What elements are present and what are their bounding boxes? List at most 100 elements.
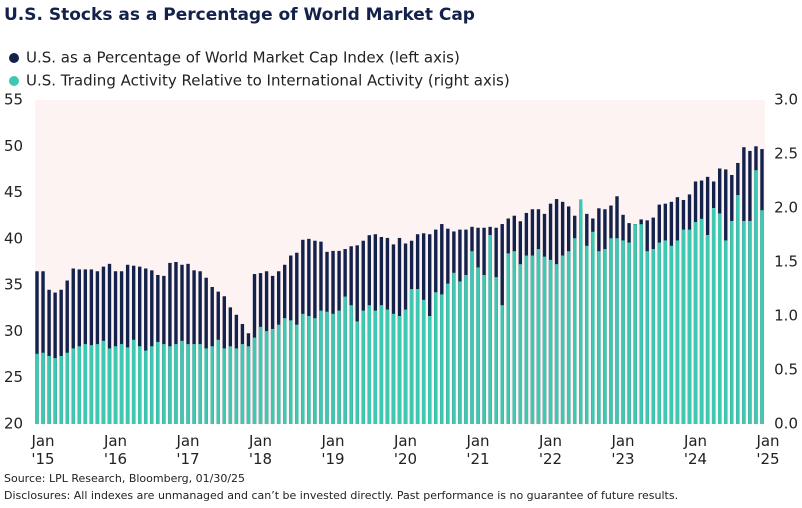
y-tick-label: 30 bbox=[4, 322, 23, 340]
bar bbox=[41, 352, 45, 424]
bar bbox=[283, 318, 287, 424]
x-tick-label: Jan '15 bbox=[31, 432, 55, 468]
x-tick-label: Jan '22 bbox=[538, 432, 563, 468]
bar bbox=[500, 305, 504, 424]
bar bbox=[440, 294, 444, 424]
bar bbox=[657, 242, 661, 424]
bar bbox=[216, 339, 220, 424]
bar bbox=[192, 344, 196, 424]
bar bbox=[585, 245, 589, 424]
bar bbox=[210, 346, 214, 424]
bar bbox=[113, 346, 118, 424]
bar bbox=[693, 222, 698, 424]
bar bbox=[228, 346, 233, 424]
bar bbox=[379, 305, 384, 424]
bar bbox=[180, 340, 184, 424]
bar bbox=[319, 310, 323, 424]
bar bbox=[289, 320, 293, 424]
bar bbox=[718, 213, 722, 424]
bar bbox=[597, 251, 601, 424]
bar bbox=[675, 240, 680, 424]
bar bbox=[131, 339, 136, 424]
bar bbox=[476, 267, 480, 424]
bar bbox=[669, 245, 674, 424]
bar bbox=[699, 218, 704, 424]
bar bbox=[125, 347, 130, 424]
bar bbox=[325, 311, 329, 424]
y2-tick-label: 0.0 bbox=[774, 415, 798, 433]
bar bbox=[530, 255, 535, 424]
bar bbox=[246, 346, 251, 424]
x-tick-label: Jan '16 bbox=[103, 432, 128, 468]
bar bbox=[506, 253, 510, 424]
bar bbox=[639, 224, 643, 424]
bar bbox=[458, 281, 462, 424]
bar bbox=[252, 337, 257, 424]
bar bbox=[41, 271, 45, 424]
bar bbox=[621, 240, 625, 424]
bar bbox=[548, 259, 553, 424]
bar bbox=[397, 316, 402, 424]
bar bbox=[663, 240, 668, 424]
bar bbox=[53, 358, 57, 424]
bar bbox=[107, 263, 112, 424]
y-tick-label: 35 bbox=[4, 276, 23, 294]
legend-label: U.S. as a Percentage of World Market Cap… bbox=[26, 49, 460, 67]
bar bbox=[35, 271, 39, 424]
bar bbox=[518, 264, 523, 424]
bar bbox=[35, 353, 39, 424]
bar bbox=[730, 220, 734, 424]
bar bbox=[403, 309, 408, 424]
y-tick-label: 20 bbox=[4, 415, 23, 433]
bar bbox=[107, 348, 112, 424]
bar bbox=[138, 266, 142, 424]
bar bbox=[355, 321, 359, 424]
bar bbox=[174, 262, 178, 424]
bar bbox=[119, 344, 124, 424]
bar bbox=[71, 348, 75, 424]
bar bbox=[313, 318, 317, 424]
bar bbox=[162, 344, 166, 424]
bar bbox=[627, 242, 631, 424]
bar bbox=[591, 231, 595, 424]
y2-tick-label: 1.5 bbox=[774, 253, 798, 271]
y2-tick-label: 0.5 bbox=[774, 361, 798, 379]
bar bbox=[724, 240, 728, 424]
x-tick-label: Jan '17 bbox=[176, 432, 200, 468]
bar bbox=[603, 249, 607, 424]
bar bbox=[566, 251, 571, 424]
bar bbox=[168, 346, 172, 424]
x-tick-label: Jan '25 bbox=[756, 432, 780, 468]
bar bbox=[138, 346, 142, 424]
bar bbox=[391, 313, 396, 424]
bar bbox=[651, 249, 655, 424]
bar bbox=[47, 355, 51, 424]
bar bbox=[760, 210, 764, 424]
bar bbox=[415, 289, 420, 424]
bar bbox=[446, 283, 450, 424]
bar bbox=[361, 310, 365, 424]
bar bbox=[367, 305, 371, 424]
bar bbox=[222, 348, 226, 424]
x-tick-label: Jan '19 bbox=[321, 432, 345, 468]
source: Source: LPL Research, Bloomberg, 01/30/2… bbox=[4, 472, 245, 485]
bar bbox=[198, 344, 202, 424]
bar bbox=[754, 170, 758, 424]
bar bbox=[524, 255, 529, 424]
bar bbox=[681, 229, 686, 424]
bar bbox=[373, 310, 378, 424]
bar bbox=[337, 310, 341, 424]
bar bbox=[645, 251, 649, 424]
bar bbox=[240, 344, 245, 424]
y-tick-label: 50 bbox=[4, 137, 23, 155]
bar bbox=[482, 274, 486, 424]
bar bbox=[65, 280, 69, 424]
bar bbox=[234, 348, 239, 424]
bar bbox=[711, 208, 716, 424]
bar bbox=[579, 199, 583, 424]
bar bbox=[276, 324, 281, 424]
legend-marker bbox=[9, 76, 19, 86]
legend-label: U.S. Trading Activity Relative to Intern… bbox=[26, 72, 510, 90]
bar bbox=[150, 346, 154, 424]
x-tick-label: Jan '20 bbox=[393, 432, 418, 468]
